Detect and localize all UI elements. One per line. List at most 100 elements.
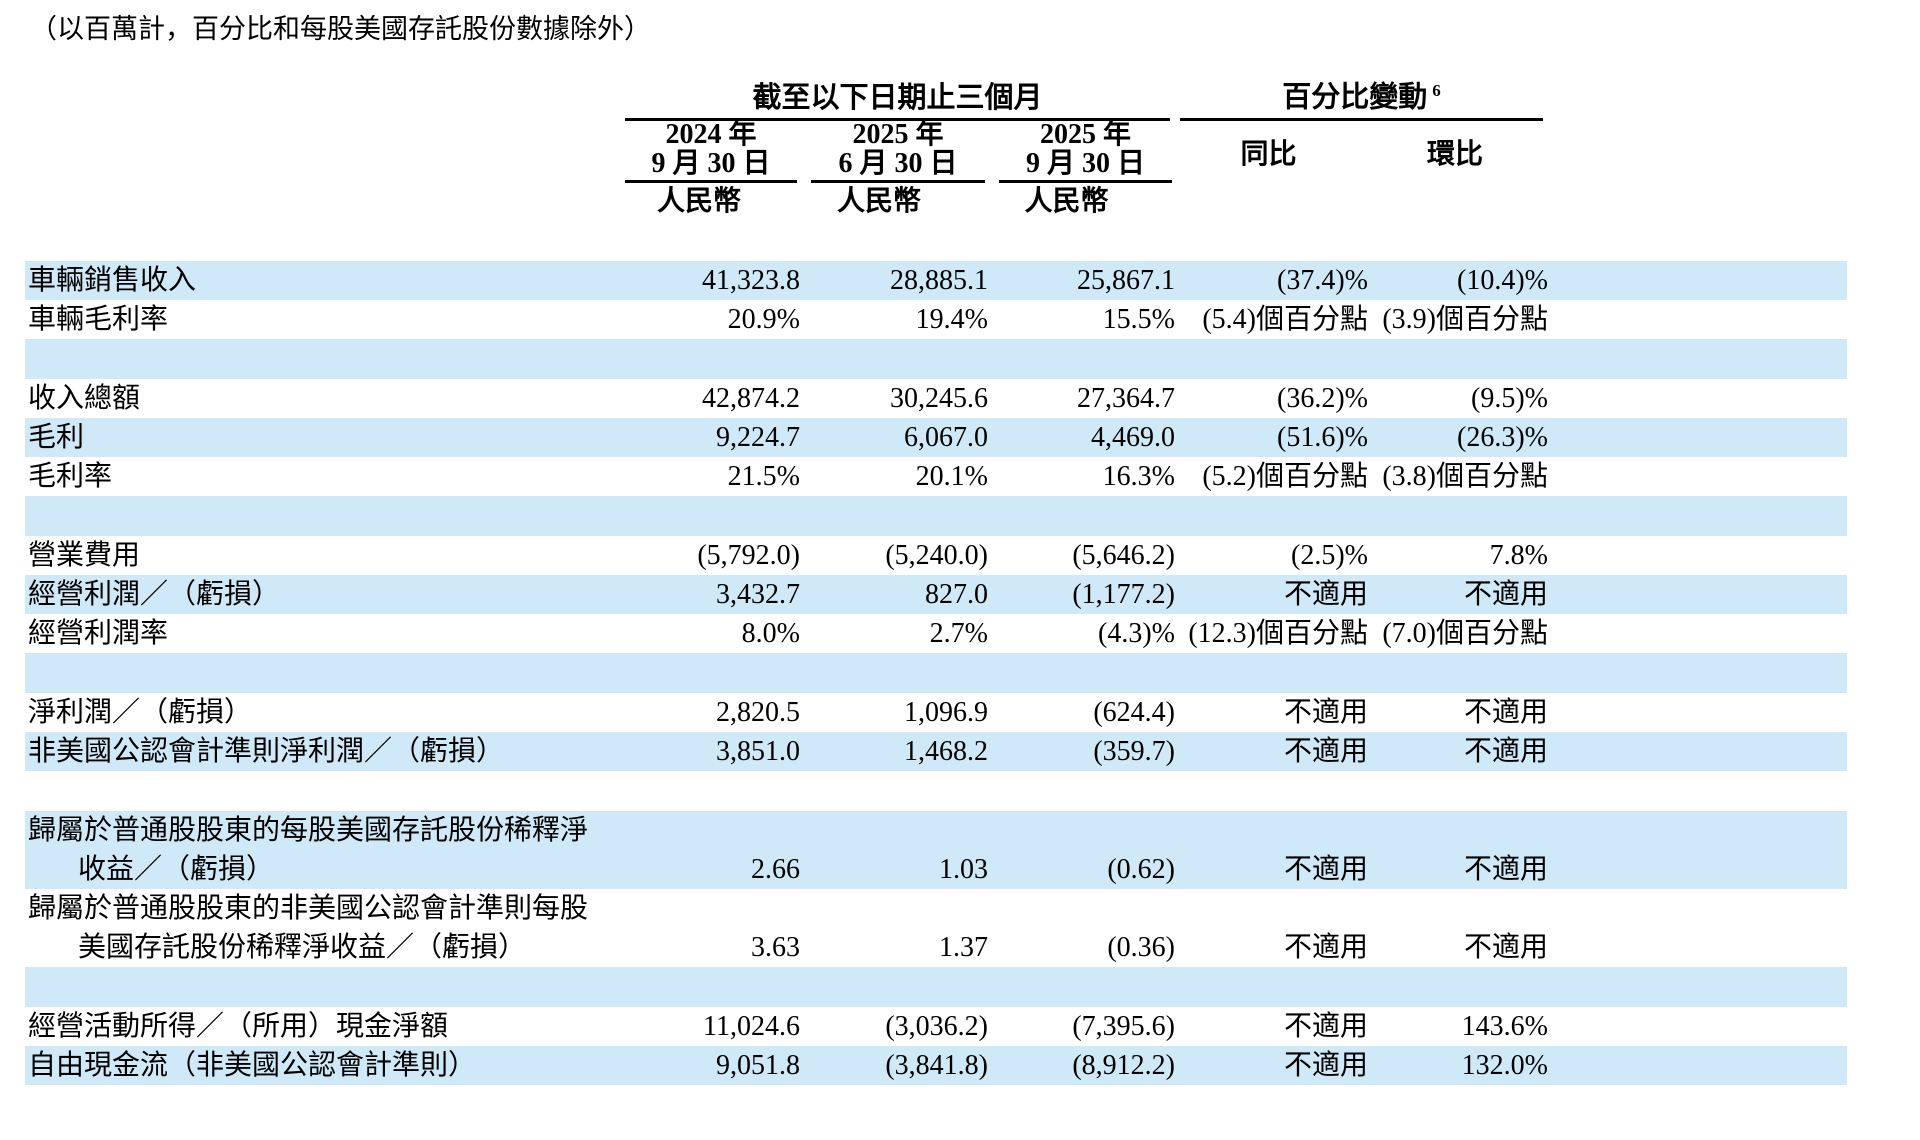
cell-2025-09-30: (4.3)% (1098, 618, 1175, 649)
period-group-header: 截至以下日期止三個月 (625, 78, 1170, 121)
cell-yoy-change: (51.6)% (1277, 422, 1368, 453)
row-label: 車輛銷售收入 (28, 265, 197, 296)
cell-2024-09-30: 42,874.2 (702, 383, 800, 414)
row-label: 毛利率 (28, 461, 113, 492)
financial-summary-table: 截至以下日期止三個月 百分比變動 6 2024 年 9 月 30 日 2025 年… (25, 76, 1847, 1085)
cell-2024-09-30: 11,024.6 (703, 1011, 800, 1042)
row-label: 收入總額 (28, 383, 141, 414)
cell-2025-06-30: 20.1% (915, 461, 988, 492)
cell-yoy-change: (36.2)% (1277, 383, 1368, 414)
cell-qoq-change: (3.8)個百分點 (1382, 461, 1548, 492)
table-row (25, 771, 1847, 811)
row-label: 歸屬於普通股股東的每股美國存託股份稀釋淨 收益／（虧損） (28, 815, 589, 885)
cell-2025-06-30: 19.4% (915, 304, 988, 335)
period-group-label: 截至以下日期止三個月 (752, 82, 1043, 114)
cell-2025-06-30: 28,885.1 (890, 265, 988, 296)
cell-2025-09-30: (5,646.2) (1072, 540, 1175, 571)
cell-yoy-change: (37.4)% (1277, 265, 1368, 296)
cell-2024-09-30: 20.9% (727, 304, 800, 335)
cell-2025-09-30: 15.5% (1102, 304, 1175, 335)
cell-2025-09-30: (359.7) (1093, 736, 1175, 767)
cell-2024-09-30: 3,851.0 (716, 736, 800, 767)
table-row: 營業費用 (5,792.0) (5,240.0) (5,646.2) (2.5)… (25, 536, 1847, 575)
cell-2025-06-30: 30,245.6 (890, 383, 988, 414)
cell-yoy-change: 不適用 (1283, 1050, 1368, 1081)
cell-yoy-change: 不適用 (1283, 932, 1368, 963)
column-header-row: 2024 年 9 月 30 日 2025 年 6 月 30 日 2025 年 9… (25, 119, 1847, 183)
cell-2025-06-30: 1.03 (939, 854, 988, 885)
table-row: 毛利率 21.5% 20.1% 16.3% (5.2)個百分點 (3.8)個百分… (25, 457, 1847, 496)
cell-2025-09-30: (624.4) (1093, 697, 1175, 728)
table-row: 經營利潤率 8.0% 2.7% (4.3)% (12.3)個百分點 (7.0)個… (25, 614, 1847, 653)
currency-header-row: 人民幣 人民幣 人民幣 (25, 183, 1847, 219)
date-day: 9 月 30 日 (651, 148, 771, 179)
cell-2025-09-30: (0.36) (1107, 932, 1175, 963)
cell-qoq-change: 不適用 (1463, 579, 1548, 610)
row-label: 營業費用 (28, 540, 141, 571)
table-row: 車輛銷售收入 41,323.8 28,885.1 25,867.1 (37.4)… (25, 261, 1847, 300)
cell-2025-09-30: (7,395.6) (1072, 1011, 1175, 1042)
date-year: 2024 年 (665, 119, 757, 150)
cell-2024-09-30: 9,224.7 (716, 422, 800, 453)
pct-change-label: 百分比變動 (1282, 82, 1428, 114)
table-row (25, 339, 1847, 379)
date-day: 9 月 30 日 (1025, 148, 1145, 179)
cell-2024-09-30: 3.63 (751, 932, 800, 963)
cell-2025-09-30: 27,364.7 (1077, 383, 1175, 414)
table-row (25, 653, 1847, 693)
row-label: 經營利潤／（虧損） (28, 579, 281, 610)
column-header-2024-09-30: 2024 年 9 月 30 日 (625, 119, 797, 183)
currency-label: 人民幣 (1024, 186, 1109, 217)
cell-yoy-change: 不適用 (1283, 579, 1368, 610)
date-day: 6 月 30 日 (838, 148, 958, 179)
table-row: 自由現金流（非美國公認會計準則） 9,051.8 (3,841.8) (8,91… (25, 1046, 1847, 1085)
date-year: 2025 年 (1039, 119, 1131, 150)
cell-yoy-change: 不適用 (1283, 854, 1368, 885)
table-body: 車輛銷售收入 41,323.8 28,885.1 25,867.1 (37.4)… (25, 261, 1847, 1085)
cell-2024-09-30: 3,432.7 (716, 579, 800, 610)
cell-2024-09-30: 2.66 (751, 854, 800, 885)
column-header-2025-09-30: 2025 年 9 月 30 日 (985, 119, 1172, 183)
table-row: 淨利潤／（虧損） 2,820.5 1,096.9 (624.4) 不適用 不適用 (25, 693, 1847, 732)
cell-qoq-change: (26.3)% (1457, 422, 1548, 453)
units-note: （以百萬計，百分比和每股美國存託股份數據除外） (30, 14, 651, 44)
currency-label: 人民幣 (836, 186, 921, 217)
footnote-marker: 6 (1432, 81, 1441, 101)
table-row: 非美國公認會計準則淨利潤／（虧損） 3,851.0 1,468.2 (359.7… (25, 732, 1847, 771)
cell-2025-06-30: (3,841.8) (885, 1050, 988, 1081)
table-row (25, 967, 1847, 1007)
cell-qoq-change: (9.5)% (1471, 383, 1548, 414)
row-label: 經營利潤率 (28, 618, 169, 649)
table-row: 經營活動所得／（所用）現金淨額 11,024.6 (3,036.2) (7,39… (25, 1007, 1847, 1046)
row-label: 非美國公認會計準則淨利潤／（虧損） (28, 736, 505, 767)
cell-qoq-change: (7.0)個百分點 (1382, 618, 1548, 649)
cell-qoq-change: (10.4)% (1457, 265, 1548, 296)
cell-qoq-change: (3.9)個百分點 (1382, 304, 1548, 335)
cell-2025-09-30: (8,912.2) (1072, 1050, 1175, 1081)
cell-2025-09-30: 25,867.1 (1077, 265, 1175, 296)
table-row (25, 496, 1847, 536)
cell-qoq-change: 不適用 (1463, 854, 1548, 885)
cell-2024-09-30: 8.0% (741, 618, 800, 649)
cell-qoq-change: 不適用 (1463, 697, 1548, 728)
table-row: 毛利 9,224.7 6,067.0 4,469.0 (51.6)% (26.3… (25, 418, 1847, 457)
cell-2025-09-30: (0.62) (1107, 854, 1175, 885)
cell-2025-06-30: (5,240.0) (885, 540, 988, 571)
cell-2025-09-30: 16.3% (1102, 461, 1175, 492)
cell-qoq-change: 不適用 (1463, 736, 1548, 767)
row-label: 經營活動所得／（所用）現金淨額 (28, 1011, 449, 1042)
cell-qoq-change: 7.8% (1489, 540, 1548, 571)
currency-label: 人民幣 (656, 186, 741, 217)
cell-qoq-change: 不適用 (1463, 932, 1548, 963)
cell-2025-09-30: (1,177.2) (1072, 579, 1175, 610)
table-row: 車輛毛利率 20.9% 19.4% 15.5% (5.4)個百分點 (3.9)個… (25, 300, 1847, 339)
group-header-row: 截至以下日期止三個月 百分比變動 6 (25, 76, 1847, 121)
cell-2025-06-30: 1.37 (939, 932, 988, 963)
column-header-qoq: 環比 (1426, 139, 1483, 170)
column-header-yoy: 同比 (1240, 139, 1297, 170)
row-label: 毛利 (28, 422, 85, 453)
column-header-2025-06-30: 2025 年 6 月 30 日 (797, 120, 985, 183)
cell-yoy-change: (5.2)個百分點 (1202, 461, 1368, 492)
row-label: 歸屬於普通股股東的非美國公認會計準則每股 美國存託股份稀釋淨收益／（虧損） (28, 893, 589, 963)
row-label: 車輛毛利率 (28, 304, 169, 335)
